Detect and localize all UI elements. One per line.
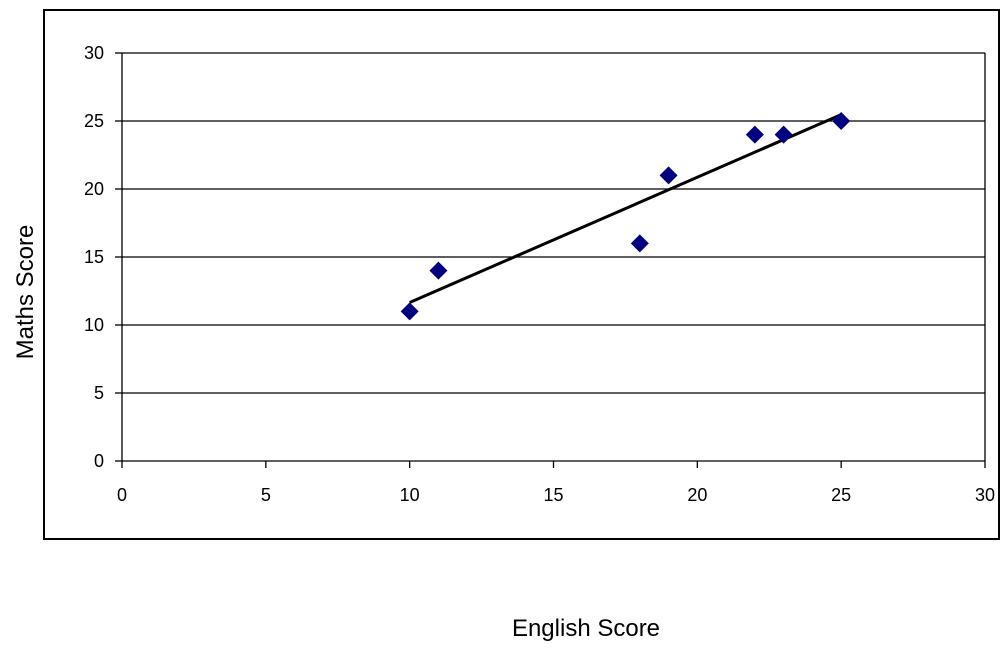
x-tick-label-5: 5: [261, 485, 271, 505]
x-tick-label-0: 0: [117, 485, 127, 505]
y-axis-title: Maths Score: [12, 225, 39, 360]
data-point-2: [429, 261, 448, 280]
y-tick-label-20: 20: [84, 179, 104, 199]
y-tick-label-25: 25: [84, 111, 104, 131]
x-tick-label-15: 15: [543, 485, 563, 505]
y-tick-label-15: 15: [84, 247, 104, 267]
axes: [115, 52, 986, 468]
x-tick-label-10: 10: [400, 485, 420, 505]
data-point-3: [630, 234, 649, 253]
x-tick-label-25: 25: [831, 485, 851, 505]
y-tick-label-10: 10: [84, 315, 104, 335]
trendline: [409, 113, 842, 304]
y-tick-label-30: 30: [84, 43, 104, 63]
data-point-7: [832, 112, 851, 130]
gridlines: [122, 52, 985, 394]
chart-frame: [43, 9, 1000, 540]
x-axis-title: English Score: [512, 615, 660, 642]
data-points: [400, 112, 851, 321]
data-point-1: [400, 302, 419, 321]
tick-labels: 0 5 10 15 20 25 30 0 5 10 15 20 25 30: [84, 43, 995, 505]
x-tick-label-20: 20: [687, 485, 707, 505]
data-point-4: [659, 166, 678, 185]
x-tick-label-30: 30: [975, 485, 995, 505]
data-point-5: [745, 125, 764, 144]
y-tick-label-5: 5: [94, 383, 104, 403]
trendline-layer: [409, 113, 842, 304]
data-point-6: [774, 125, 793, 144]
y-tick-label-0: 0: [94, 451, 104, 471]
